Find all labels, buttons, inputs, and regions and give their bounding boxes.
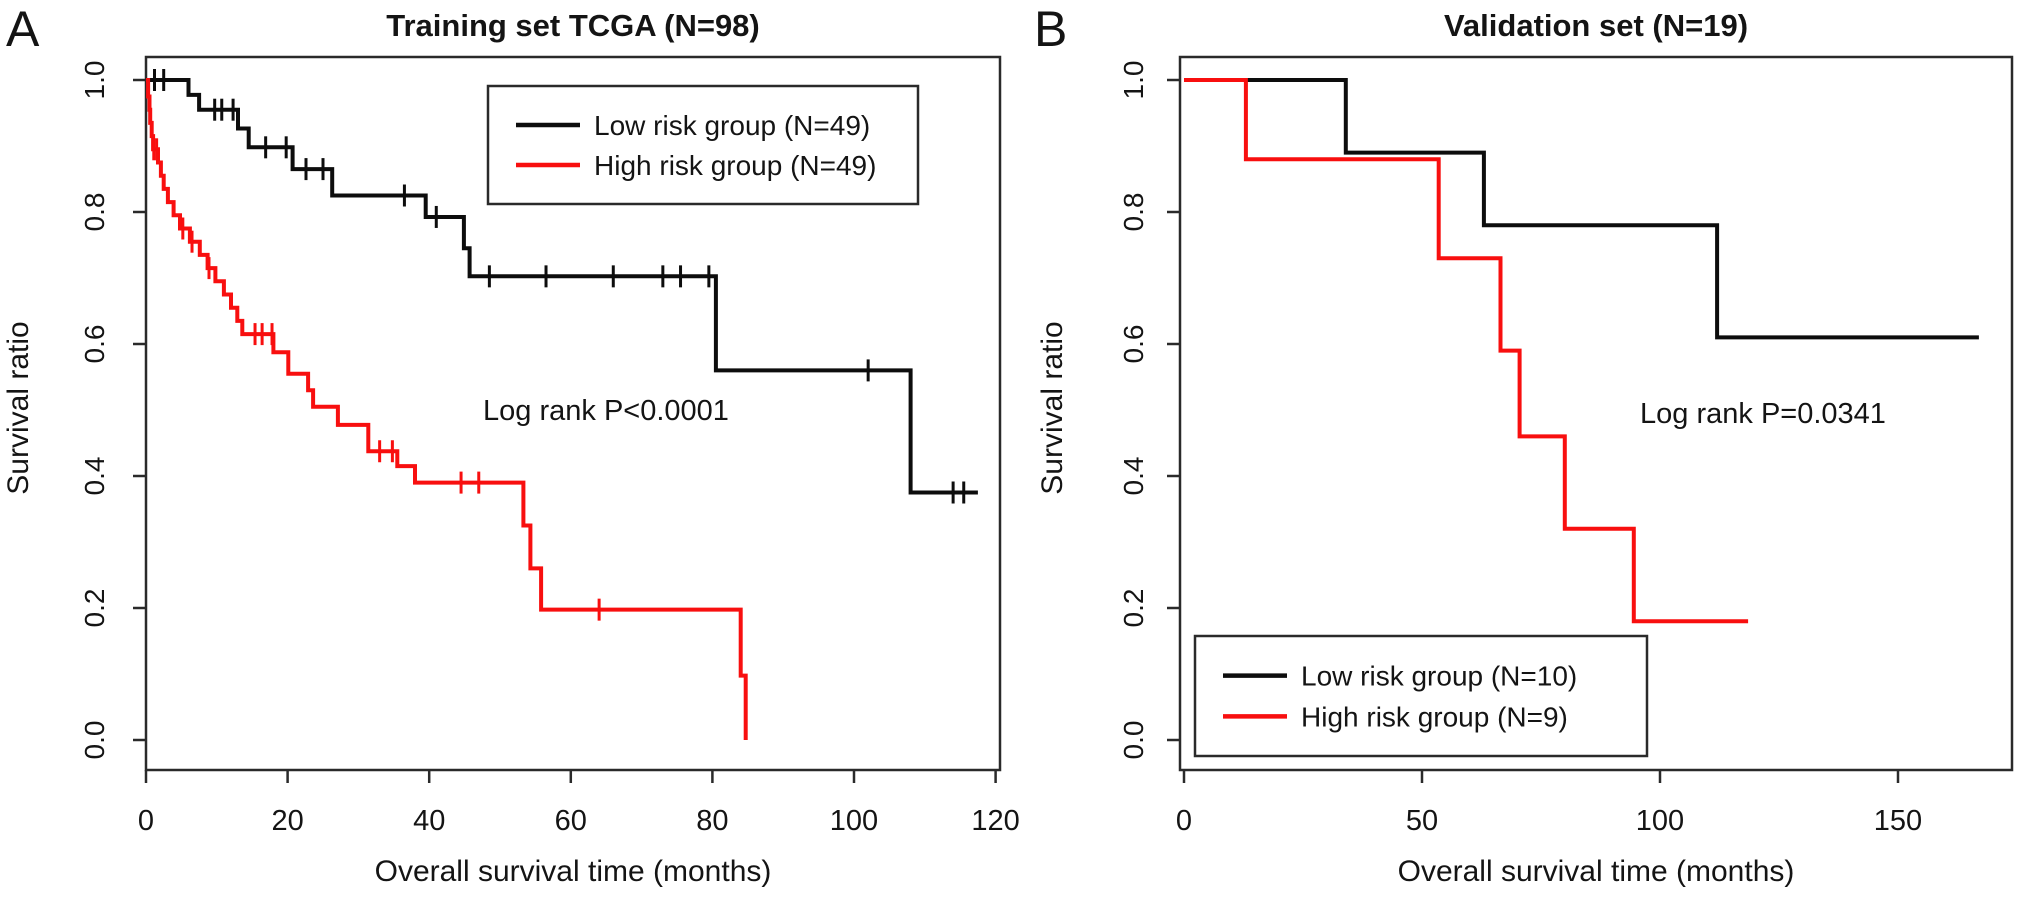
legend-label: Low risk group (N=49) bbox=[594, 110, 870, 141]
y-tick-label: 1.0 bbox=[79, 61, 110, 100]
x-tick-label: 40 bbox=[413, 805, 445, 837]
legend-label: High risk group (N=49) bbox=[594, 150, 876, 181]
survival-curve-low-risk bbox=[1184, 78, 1979, 340]
legend-label: Low risk group (N=10) bbox=[1301, 661, 1577, 692]
log-rank-annotation: Log rank P<0.0001 bbox=[483, 395, 729, 427]
survival-curve-high-risk bbox=[1184, 78, 1749, 624]
y-tick-label: 0.6 bbox=[1118, 325, 1149, 364]
x-tick-label: 0 bbox=[1176, 805, 1192, 837]
chart-title: Validation set (N=19) bbox=[1444, 8, 1748, 43]
x-tick-label: 60 bbox=[555, 805, 587, 837]
y-tick-label: 0.0 bbox=[1118, 721, 1149, 760]
legend-box bbox=[1193, 634, 1649, 758]
x-tick-label: 100 bbox=[830, 805, 878, 837]
legend-label: High risk group (N=9) bbox=[1301, 701, 1568, 732]
log-rank-annotation: Log rank P=0.0341 bbox=[1640, 398, 1886, 430]
x-axis-label: Overall survival time (months) bbox=[1398, 855, 1795, 888]
plot-frame bbox=[1178, 55, 2014, 772]
y-tick-label: 0.6 bbox=[79, 325, 110, 364]
panel-letter: A bbox=[6, 1, 40, 57]
x-tick-label: 150 bbox=[1874, 805, 1922, 837]
x-tick-label: 80 bbox=[696, 805, 728, 837]
y-tick-label: 0.4 bbox=[1118, 457, 1149, 496]
panel-letter: B bbox=[1034, 1, 1067, 57]
y-tick-label: 0.0 bbox=[79, 721, 110, 760]
x-axis-label: Overall survival time (months) bbox=[375, 855, 772, 888]
panel-A: A Training set TCGA (N=98) 1.0 0.8 0.6 0.4 0.2… bbox=[2, 1, 1020, 888]
y-tick-label: 0.4 bbox=[79, 457, 110, 496]
y-tick-label: 1.0 bbox=[1118, 61, 1149, 100]
panel-B: B Validation set (N=19) 1.0 0.8 0.6 0.4 0.2 0.0… bbox=[1034, 1, 2014, 888]
plot-frame bbox=[144, 55, 1002, 772]
survival-curve-low-risk bbox=[146, 78, 978, 495]
y-tick-label: 0.2 bbox=[1118, 589, 1149, 628]
x-tick-label: 50 bbox=[1406, 805, 1438, 837]
y-tick-label: 0.8 bbox=[1118, 193, 1149, 232]
y-axis-label: Survival ratio bbox=[2, 321, 35, 494]
x-tick-label: 120 bbox=[971, 805, 1019, 837]
legend-box bbox=[486, 84, 920, 206]
y-tick-label: 0.2 bbox=[79, 589, 110, 628]
y-axis-label: Survival ratio bbox=[1036, 321, 1069, 494]
chart-title: Training set TCGA (N=98) bbox=[386, 8, 760, 43]
x-tick-label: 0 bbox=[138, 805, 154, 837]
x-tick-label: 100 bbox=[1636, 805, 1684, 837]
x-tick-label: 20 bbox=[271, 805, 303, 837]
y-tick-label: 0.8 bbox=[79, 193, 110, 232]
